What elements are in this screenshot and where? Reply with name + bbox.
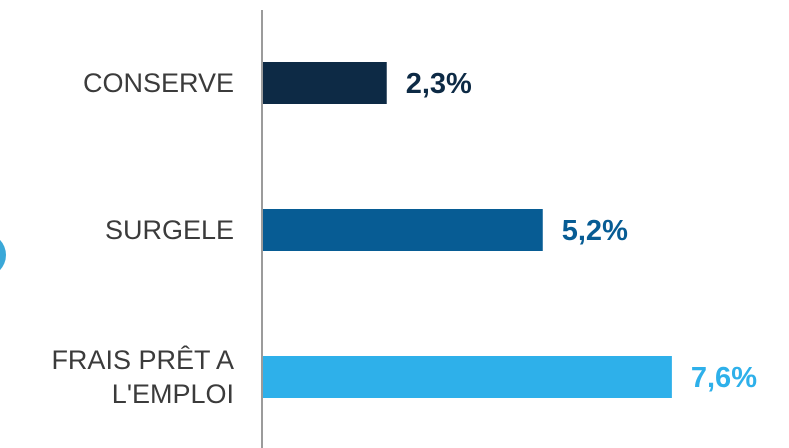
category-label-line: SURGELE bbox=[105, 215, 234, 245]
category-labels-group: CONSERVE SURGELE FRAIS PRÊT A L'EMPLOI bbox=[51, 68, 234, 409]
bar-2 bbox=[263, 356, 672, 398]
value-label-0: 2,3% bbox=[406, 68, 472, 100]
category-label-2: FRAIS PRÊT A L'EMPLOI bbox=[51, 344, 234, 409]
category-label-line: L'EMPLOI bbox=[112, 379, 234, 409]
category-label-line: CONSERVE bbox=[83, 68, 234, 98]
value-labels-group: 2,3% 5,2% 7,6% bbox=[406, 68, 757, 394]
category-label-0: CONSERVE bbox=[83, 68, 234, 98]
value-label-1: 5,2% bbox=[562, 215, 628, 247]
bar-0 bbox=[263, 62, 387, 104]
edge-circle-decoration bbox=[0, 233, 6, 277]
bars-group bbox=[263, 62, 672, 398]
category-label-1: SURGELE bbox=[105, 215, 234, 245]
value-label-2: 7,6% bbox=[691, 362, 757, 394]
category-label-line: FRAIS PRÊT A bbox=[51, 344, 234, 375]
bar-1 bbox=[263, 209, 543, 251]
